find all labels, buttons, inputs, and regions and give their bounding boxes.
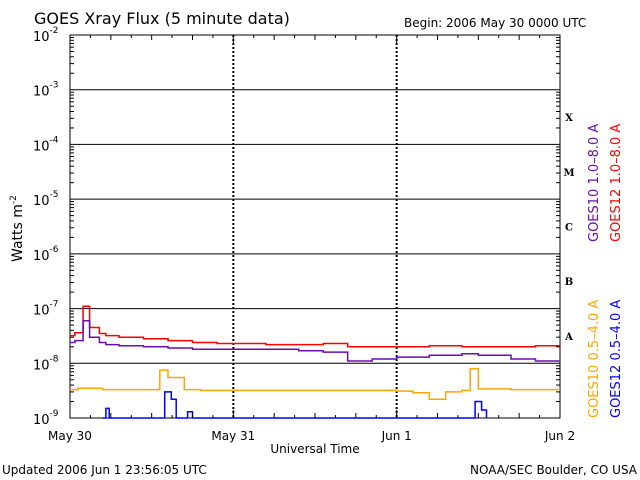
x-axis-label: Universal Time [270,442,359,456]
y-tick-base: 10 [33,249,50,264]
series-line-2 [70,367,560,401]
y-tick-base: 10 [33,194,50,209]
y-tick-exponent: -8 [50,354,59,364]
y-tick-base: 10 [33,413,50,428]
y-tick-exponent: -6 [50,245,59,255]
series-line-1 [70,319,560,362]
y-tick-label-3: 10-5 [33,190,59,209]
y-tick-label-7: 10-9 [33,409,59,428]
legend-entry-legend-lower-0: GOES12 0.5–4.0 A [609,300,624,418]
y-tick-exponent: -7 [50,300,59,310]
flare-class-c: C [565,223,573,234]
y-tick-exponent: -9 [50,409,59,419]
series-line-3 [102,391,488,419]
flare-class-b: B [565,277,573,288]
credit-text: NOAA/SEC Boulder, CO USA [470,463,638,477]
y-tick-label-4: 10-6 [33,245,59,264]
y-axis-label-text: Watts m [10,204,26,262]
y-tick-exponent: -2 [50,26,59,36]
y-tick-exponent: -5 [50,190,59,200]
y-axis-label: Watts m-2 [9,195,26,262]
x-tick-label-0: May 30 [48,429,92,443]
legend-entry-legend-lower-1: GOES10 0.5–4.0 A [587,300,602,418]
y-tick-base: 10 [33,139,50,154]
y-tick-label-6: 10-8 [33,354,59,373]
y-tick-base: 10 [33,85,50,100]
y-tick-label-5: 10-7 [33,300,59,319]
plot-area: X M C B A [69,34,575,419]
y-tick-exponent: -3 [50,81,59,91]
y-tick-base: 10 [33,30,50,45]
y-tick-label-2: 10-4 [33,135,59,154]
y-tick-label-0: 10-2 [33,26,59,45]
flare-class-a: A [564,332,573,343]
updated-timestamp: Updated 2006 Jun 1 23:56:05 UTC [2,463,207,477]
x-tick-label-3: Jun 2 [544,429,575,443]
x-tick-label-1: May 31 [211,429,255,443]
y-tick-base: 10 [33,304,50,319]
y-axis-label-exponent: -2 [9,195,19,204]
legend-entry-legend-right-0: GOES12 1.0–8.0 A [609,124,624,242]
flare-class-x: X [565,113,573,124]
x-tick-label-2: Jun 1 [381,429,412,443]
legend-short-channel: GOES12 0.5–4.0 A GOES10 0.5–4.0 A [587,300,624,418]
plot-frame [69,34,561,419]
chart-title: GOES Xray Flux (5 minute data) [34,9,290,28]
y-tick-exponent: -4 [50,135,59,145]
flare-class-m: M [563,168,574,179]
y-tick-label-1: 10-3 [33,81,59,100]
begin-label: Begin: 2006 May 30 0000 UTC [404,16,586,30]
series-line-0 [70,305,561,348]
legend-long-channel: GOES12 1.0–8.0 A GOES10 1.0–8.0 A [587,124,624,242]
legend-entry-legend-right-1: GOES10 1.0–8.0 A [587,124,602,242]
y-tick-base: 10 [33,358,50,373]
